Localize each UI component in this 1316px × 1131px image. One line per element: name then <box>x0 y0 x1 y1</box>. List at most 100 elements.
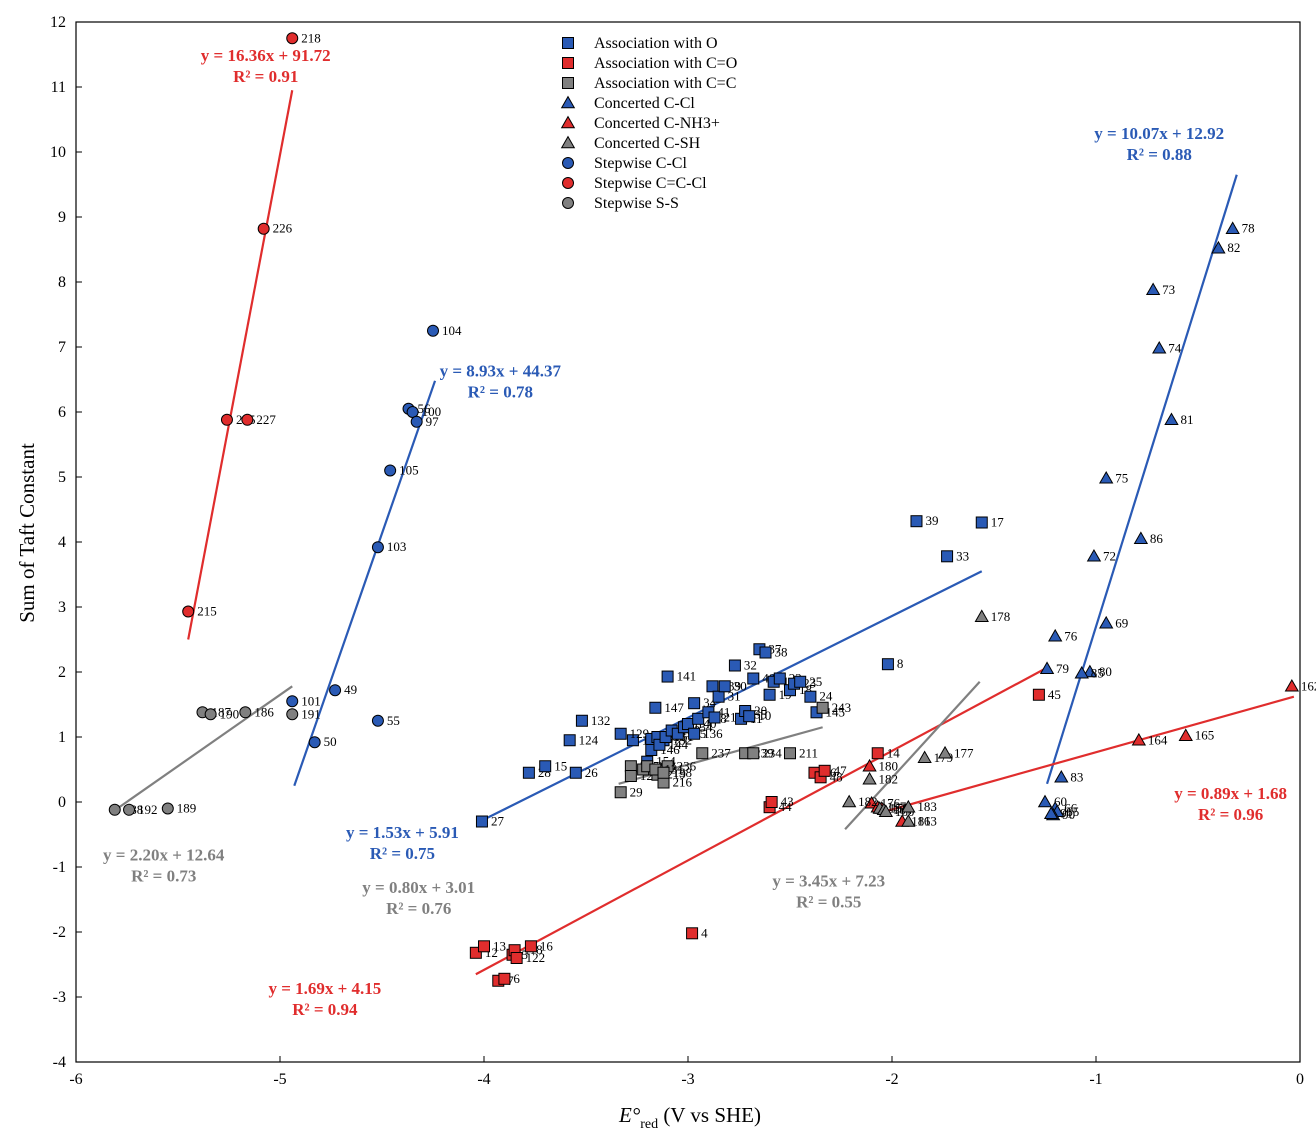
point-label: 144 <box>668 737 688 752</box>
legend-marker <box>560 95 576 109</box>
data-point <box>308 736 321 749</box>
point-label: 17 <box>991 515 1005 530</box>
data-point <box>747 672 760 685</box>
x-tick-label: -6 <box>69 1071 82 1088</box>
legend-entry: Concerted C-NH3+ <box>594 115 720 132</box>
point-label: 72 <box>1103 548 1116 563</box>
data-point <box>765 796 778 808</box>
point-label: 218 <box>301 30 321 45</box>
data-point <box>657 766 670 779</box>
data-point <box>1284 678 1300 692</box>
data-point <box>818 764 831 777</box>
data-point <box>1152 340 1167 354</box>
fit-r2: R² = 0.78 <box>468 382 533 401</box>
point-label: 192 <box>138 802 158 817</box>
point-label: 16 <box>540 938 554 953</box>
point-label: 79 <box>1056 661 1069 676</box>
point-label: 145 <box>826 704 846 719</box>
point-label: 183 <box>917 799 937 814</box>
fit-r2: R² = 0.75 <box>370 844 435 863</box>
x-tick-label: 0 <box>1296 1071 1304 1088</box>
point-label: 65 <box>1066 804 1079 819</box>
data-point <box>1043 806 1059 819</box>
data-point <box>478 940 490 953</box>
point-label: 78 <box>1242 221 1255 236</box>
data-point <box>384 464 397 477</box>
data-point <box>1145 282 1161 296</box>
point-label: 38 <box>775 645 788 660</box>
data-point <box>469 946 482 959</box>
data-point <box>901 799 916 813</box>
point-label: 69 <box>1115 615 1128 630</box>
point-label: 81 <box>1180 412 1193 427</box>
x-tick-label: -5 <box>273 1071 286 1088</box>
point-label: 157 <box>887 799 907 814</box>
point-label: 129 <box>630 726 650 741</box>
point-label: 50 <box>324 734 337 749</box>
fit-r2: R² = 0.96 <box>1198 805 1263 824</box>
y-tick-label: -1 <box>53 859 66 876</box>
data-point <box>1082 664 1098 678</box>
point-label: 20 <box>754 703 767 718</box>
data-point <box>686 927 699 940</box>
point-label: 227 <box>256 412 276 427</box>
data-point <box>1037 794 1053 808</box>
data-point <box>862 771 877 785</box>
point-label: 90 <box>1062 807 1075 822</box>
fit-line <box>187 90 294 640</box>
fit-lines: y = 16.36x + 91.72 R² = 0.91 y = 8.93x + 4… <box>103 46 1295 1019</box>
fit-line <box>475 667 1046 976</box>
data-point <box>204 708 217 721</box>
point-label: 236 <box>677 758 697 773</box>
point-label: 80 <box>1099 664 1112 679</box>
point-label: 226 <box>273 221 293 236</box>
point-label: 39 <box>925 513 938 528</box>
data-point <box>747 747 760 760</box>
point-label: 32 <box>744 658 757 673</box>
fit-line <box>293 380 437 787</box>
data-point <box>1178 728 1193 741</box>
legend-marker <box>560 115 576 129</box>
data-point <box>659 731 672 743</box>
y-axis-title: Sum of Taft Constant <box>15 443 39 623</box>
data-point <box>108 803 121 816</box>
data-point <box>653 738 666 751</box>
point-label: 15 <box>554 758 567 773</box>
fit-r2: R² = 0.73 <box>131 867 196 886</box>
data-point <box>1225 221 1240 234</box>
data-point <box>862 758 877 772</box>
data-point <box>759 646 772 659</box>
data-point <box>1099 470 1114 484</box>
data-point <box>728 659 741 672</box>
legend-marker <box>562 157 574 169</box>
data-point <box>371 541 384 554</box>
y-tick-label: 11 <box>51 79 66 96</box>
x-tick-label: -2 <box>885 1071 898 1088</box>
data-point <box>569 766 582 779</box>
y-tick-label: 2 <box>58 664 66 681</box>
legend-entry: Stepwise C=C-Cl <box>594 175 707 192</box>
fit-equation: y = 10.07x + 12.92 <box>1094 124 1224 143</box>
point-label: 30 <box>734 678 747 693</box>
y-tick-label: 0 <box>58 794 66 811</box>
point-label: 104 <box>442 323 462 338</box>
data-point <box>692 712 705 725</box>
point-label: 132 <box>591 713 611 728</box>
legend: Association with O Association with C=O As… <box>560 35 737 212</box>
data-point <box>286 695 299 708</box>
legend-marker <box>562 177 574 189</box>
data-point <box>661 670 674 683</box>
fit-equation: y = 2.20x + 12.64 <box>103 846 225 865</box>
point-label: 21 <box>724 710 737 725</box>
data-point <box>974 609 989 622</box>
point-label: 186 <box>254 704 274 719</box>
point-label: 41 <box>717 704 730 719</box>
y-tick-label: 5 <box>58 469 66 486</box>
data-point <box>773 672 786 685</box>
point-label: 44 <box>779 799 793 814</box>
point-label: 29 <box>630 784 643 799</box>
point-label: 191 <box>301 706 321 721</box>
point-label: 100 <box>422 404 442 419</box>
point-label: 73 <box>1162 282 1175 297</box>
fit-line <box>883 695 1295 813</box>
